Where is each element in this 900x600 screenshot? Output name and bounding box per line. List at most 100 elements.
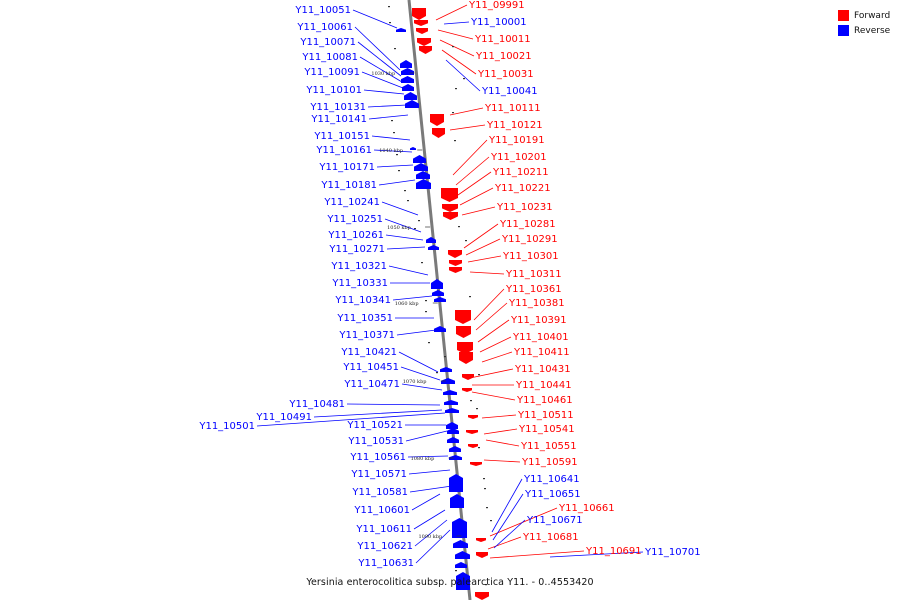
gene-label-line [371,135,411,141]
feature-marker [428,342,430,344]
legend-swatch-forward [838,10,849,21]
reverse-gene-feature [453,540,468,548]
feature-marker [425,300,427,302]
gene-label-line [368,114,409,120]
gene-label-line [485,439,520,447]
gene-label-line [352,9,398,29]
gene-label-line [376,164,414,168]
gene-label-line [461,206,496,216]
forward-gene-feature [449,260,462,266]
reverse-gene-feature [402,84,414,91]
reverse-gene-feature [456,572,470,590]
reverse-gene-label: Y11_10081 [301,52,358,63]
reverse-gene-feature [450,494,464,508]
gene-label-line [414,519,448,547]
forward-gene-label: Y11_10381 [508,298,565,309]
forward-gene-feature [416,28,428,34]
gene-label-line [313,409,443,418]
forward-gene-feature [442,204,458,212]
scale-ticks: 1030 kbp 1040 kbp 1050 kbp 1060 kbp 1070 kbp… [371,71,462,540]
feature-marker [418,220,420,222]
feature-marker [470,400,472,402]
reverse-gene-feature [410,147,416,150]
gene-label-line [477,319,510,343]
scale-tick-label: 1080 kbp [411,456,435,462]
forward-gene-feature [457,342,473,354]
feature-marker [483,478,485,480]
reverse-gene-label: Y11_10341 [334,295,391,306]
reverse-gene-feature [434,297,446,302]
forward-gene-label: Y11_10111 [484,103,541,114]
feature-marker [455,570,457,572]
reverse-gene-label: Y11_10641 [523,474,580,485]
reverse-gene-label: Y11_10701 [644,547,701,558]
reverse-gene-label: Y11_10041 [481,86,538,97]
feature-marker [484,488,486,490]
gene-label-line [357,41,402,77]
reverse-gene-label: Y11_10611 [355,524,412,535]
gene-label-line [467,255,502,263]
reverse-gene-label: Y11_10161 [315,145,372,156]
gene-label-line [435,4,468,21]
forward-gene-feature [432,128,445,138]
reverse-gene-label: Y11_10671 [526,515,583,526]
forward-gene-feature [412,8,426,20]
forward-gene-label: Y11_10591 [521,457,578,468]
reverse-gene-label: Y11_10181 [320,180,377,191]
reverse-gene-label: Y11_10001 [470,17,527,28]
feature-marker [393,132,395,134]
reverse-gene-label: Y11_10531 [347,436,404,447]
reverse-gene-feature [396,28,406,32]
gene-label-line [457,171,492,196]
feature-marker [421,262,423,264]
reverse-gene-feature [431,279,443,289]
reverse-gene-label: Y11_10451 [342,362,399,373]
forward-gene-feature [462,374,474,380]
gene-label-line [413,509,446,530]
forward-gene-feature [414,20,428,26]
reverse-gene-label: Y11_10091 [303,67,360,78]
feature-marker [396,154,398,156]
forward-gene-feature [417,38,431,46]
reverse-gene-feature [404,92,417,100]
reverse-gene-label: Y11_10651 [524,489,581,500]
reverse-gene-label: Y11_10051 [294,5,351,16]
gene-label-line [455,156,490,186]
reverse-gene-feature [405,100,419,108]
gene-label-line [493,519,526,549]
reverse-gene-feature [434,326,446,332]
feature-marker [388,6,390,8]
reverse-gene-label: Y11_10241 [323,197,380,208]
forward-gene-feature [476,538,486,542]
scale-tick-label: 1030 kbp [371,71,395,77]
legend: Forward Reverse [838,8,890,38]
forward-gene-label: Y11_10431 [514,364,571,375]
reverse-gene-label: Y11_10151 [313,131,370,142]
reverse-gene-label: Y11_10471 [343,379,400,390]
gene-label-line [359,56,403,83]
forward-gene-feature [419,46,432,54]
feature-marker [452,112,454,114]
gene-label-line [346,403,441,406]
reverse-gene-feature [416,179,431,189]
feature-marker [404,190,406,192]
feature-marker [469,296,471,298]
legend-label-forward: Forward [854,10,891,21]
feature-marker [455,88,457,90]
forward-gene-label: Y11_10391 [510,315,567,326]
feature-marker [391,120,393,122]
reverse-gene-feature [426,237,436,243]
gene-label-line [479,336,512,353]
reverse-gene-feature [447,437,459,443]
reverse-gene-label: Y11_10601 [353,505,410,516]
forward-gene-label: Y11_10661 [558,503,615,514]
reverse-gene-feature [446,422,458,429]
reverse-gene-feature [432,290,444,296]
forward-gene-feature [443,212,458,220]
gene-label-line [449,107,484,116]
gene-label-line [441,49,477,75]
reverse-gene-label: Y11_10521 [346,420,403,431]
gene-label-line [489,507,558,537]
forward-gene-label: Y11_10221 [494,183,551,194]
gene-label-line [384,218,422,233]
